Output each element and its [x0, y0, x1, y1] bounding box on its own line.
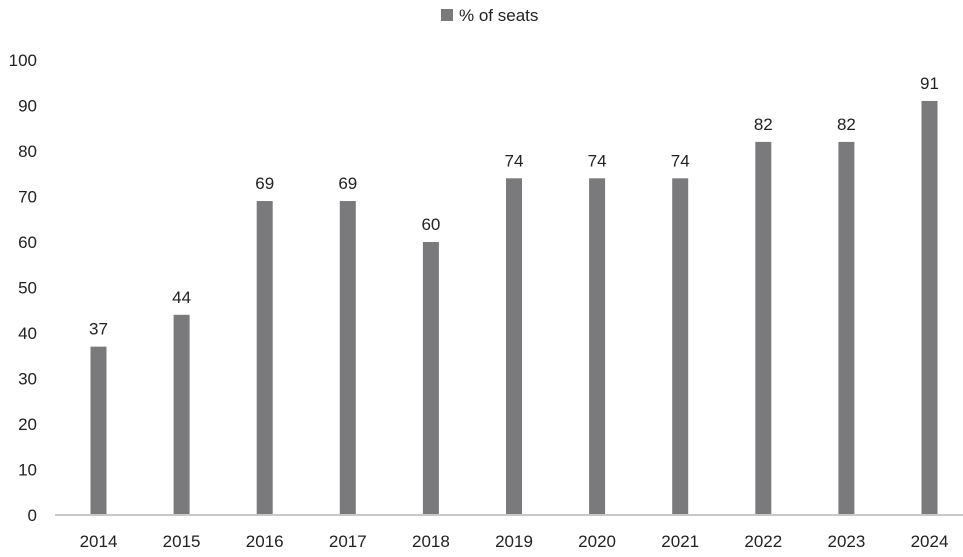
bar — [838, 141, 855, 515]
y-tick-label: 0 — [28, 506, 37, 525]
bar — [422, 242, 439, 515]
y-tick-label: 50 — [18, 279, 37, 298]
x-tick-label: 2015 — [163, 532, 201, 551]
bar — [672, 178, 689, 516]
data-label: 37 — [89, 320, 108, 339]
data-label: 44 — [172, 288, 191, 307]
y-tick-label: 60 — [18, 233, 37, 252]
data-label: 74 — [505, 151, 524, 170]
bars — [90, 100, 938, 516]
bar — [921, 100, 938, 515]
bar — [173, 314, 190, 515]
bar — [90, 346, 107, 515]
bar — [506, 178, 522, 516]
y-tick-label: 90 — [18, 97, 37, 116]
data-labels: 37 44 69 69 60 74 74 74 82 82 91 — [89, 74, 939, 339]
y-tick-label: 10 — [18, 461, 37, 480]
y-tick-label: 20 — [18, 415, 37, 434]
data-label: 82 — [837, 115, 856, 134]
data-label: 82 — [754, 115, 773, 134]
x-tick-label: 2023 — [827, 532, 865, 551]
x-tick-label: 2018 — [412, 532, 450, 551]
data-label: 74 — [671, 151, 690, 170]
data-label: 60 — [421, 215, 440, 234]
x-tick-label: 2024 — [911, 532, 949, 551]
data-label: 74 — [588, 151, 607, 170]
y-tick-label: 80 — [18, 142, 37, 161]
x-tick-label: 2020 — [578, 532, 616, 551]
data-label: 69 — [338, 174, 357, 193]
bar — [755, 141, 772, 515]
x-tick-label: 2021 — [661, 532, 699, 551]
x-tick-label: 2017 — [329, 532, 367, 551]
bar — [589, 178, 606, 516]
y-tick-label: 100 — [9, 51, 37, 70]
y-tick-label: 40 — [18, 324, 37, 343]
data-label: 69 — [255, 174, 274, 193]
y-tick-label: 70 — [18, 188, 37, 207]
x-axis-ticks: 2014 2015 2016 2017 2018 2019 2020 2021 2022 2023… — [80, 532, 949, 551]
bar — [339, 201, 356, 516]
x-tick-label: 2016 — [246, 532, 284, 551]
legend-swatch — [441, 9, 453, 21]
legend-label: % of seats — [459, 6, 538, 25]
y-axis-ticks: 0 10 20 30 40 50 60 70 80 90 100 — [9, 51, 37, 525]
bar — [256, 201, 273, 516]
y-tick-label: 30 — [18, 370, 37, 389]
legend: % of seats — [441, 6, 538, 25]
x-tick-label: 2014 — [80, 532, 118, 551]
x-tick-label: 2022 — [744, 532, 782, 551]
x-tick-label: 2019 — [495, 532, 533, 551]
data-label: 91 — [920, 74, 939, 93]
